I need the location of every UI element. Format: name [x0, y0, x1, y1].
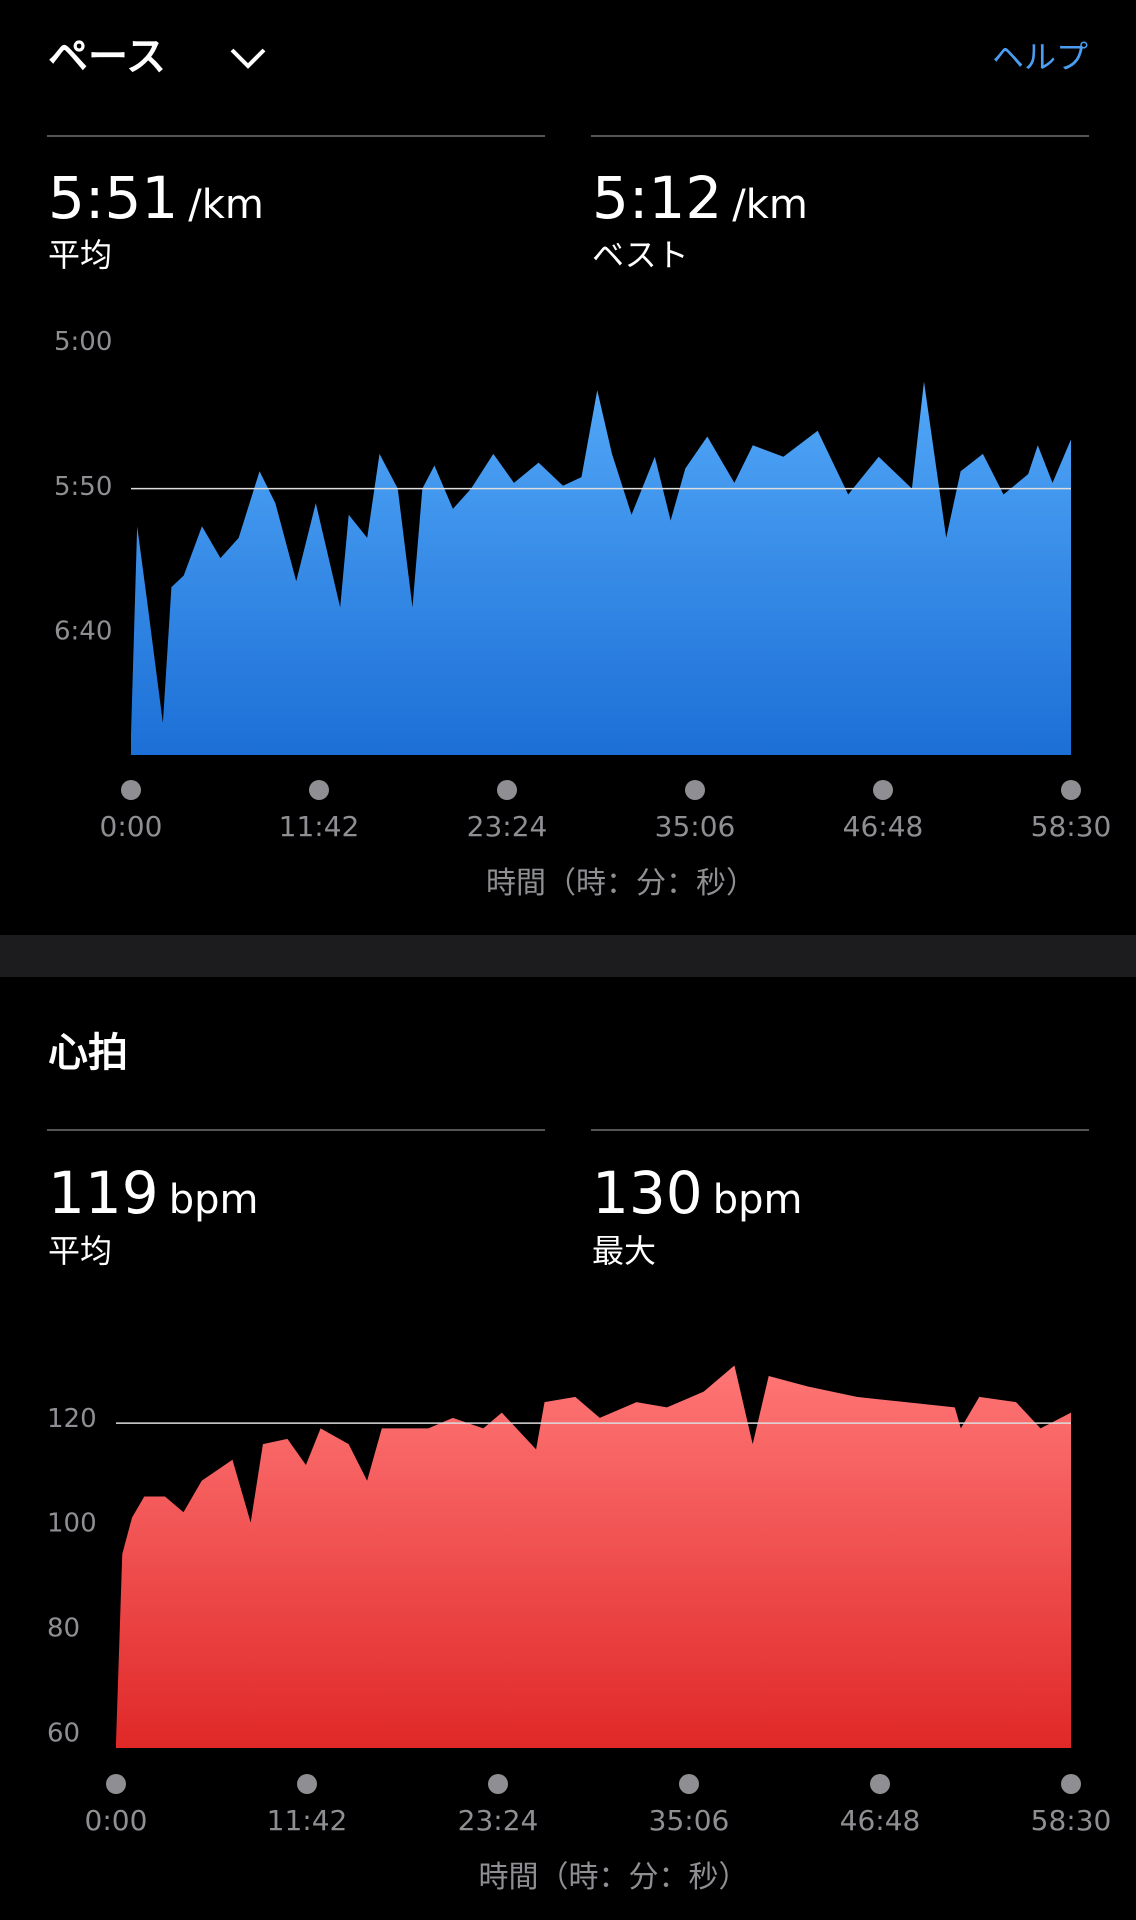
x-tick-label: 0:00: [100, 810, 163, 843]
x-tick-label: 23:24: [458, 1804, 539, 1837]
x-tick-dot: [497, 780, 517, 800]
x-tick-dot: [106, 1774, 126, 1794]
stat-number: 5:51: [48, 164, 178, 232]
x-tick-label: 35:06: [655, 810, 736, 843]
stat-label: 平均: [48, 1232, 112, 1270]
stat-unit: /km: [732, 182, 808, 228]
x-tick-label: 23:24: [467, 810, 548, 843]
y-tick-label: 5:50: [54, 472, 112, 502]
stat-number: 5:12: [592, 164, 722, 232]
stat-label: 最大: [592, 1232, 656, 1270]
x-tick-dot: [870, 1774, 890, 1794]
section-title: 心拍: [48, 1030, 128, 1076]
stat-value: 5:51/km: [48, 164, 264, 232]
x-tick-dot: [873, 780, 893, 800]
dropdown-chevron[interactable]: [230, 48, 266, 69]
section-separator: [0, 935, 1136, 977]
x-tick-label: 58:30: [1031, 810, 1112, 843]
y-tick-label: 100: [47, 1509, 97, 1539]
stat-unit: bpm: [169, 1177, 259, 1223]
stat-value: 5:12/km: [592, 164, 808, 232]
x-tick-label: 11:42: [267, 1804, 348, 1837]
section-title: ペース: [48, 34, 166, 80]
x-tick-label: 46:48: [840, 1804, 921, 1837]
x-tick-dot: [1061, 1774, 1081, 1794]
x-tick-dot: [1061, 780, 1081, 800]
x-tick-dot: [297, 1774, 317, 1794]
x-tick-dot: [309, 780, 329, 800]
area: [131, 381, 1071, 755]
x-tick-dot: [488, 1774, 508, 1794]
stat-value: 130 bpm: [592, 1159, 802, 1227]
y-tick-label: 5:00: [54, 327, 112, 357]
x-tick-label: 58:30: [1031, 1804, 1112, 1837]
stat-label: ベスト: [592, 236, 689, 274]
x-tick-dot: [121, 780, 141, 800]
x-tick-label: 35:06: [649, 1804, 730, 1837]
x-tick-label: 46:48: [843, 810, 924, 843]
stat-number: 130: [592, 1159, 703, 1227]
area: [116, 1365, 1071, 1748]
x-tick-dot: [679, 1774, 699, 1794]
stat-number: 119: [48, 1159, 159, 1227]
stat-label: 平均: [48, 236, 112, 274]
x-axis-title: 時間（時：分：秒）: [479, 1860, 749, 1895]
help-link[interactable]: ヘルプ: [992, 38, 1088, 76]
stat-value: 119 bpm: [48, 1159, 258, 1227]
y-tick-label: 120: [47, 1404, 97, 1434]
y-tick-label: 6:40: [54, 617, 112, 647]
x-tick-dot: [685, 780, 705, 800]
x-tick-label: 0:00: [85, 1804, 148, 1837]
stat-unit: bpm: [713, 1177, 803, 1223]
stat-unit: /km: [188, 182, 264, 228]
y-tick-label: 80: [47, 1613, 80, 1643]
x-axis-title: 時間（時：分：秒）: [486, 866, 756, 901]
y-tick-label: 60: [47, 1718, 80, 1748]
x-tick-label: 11:42: [279, 810, 360, 843]
